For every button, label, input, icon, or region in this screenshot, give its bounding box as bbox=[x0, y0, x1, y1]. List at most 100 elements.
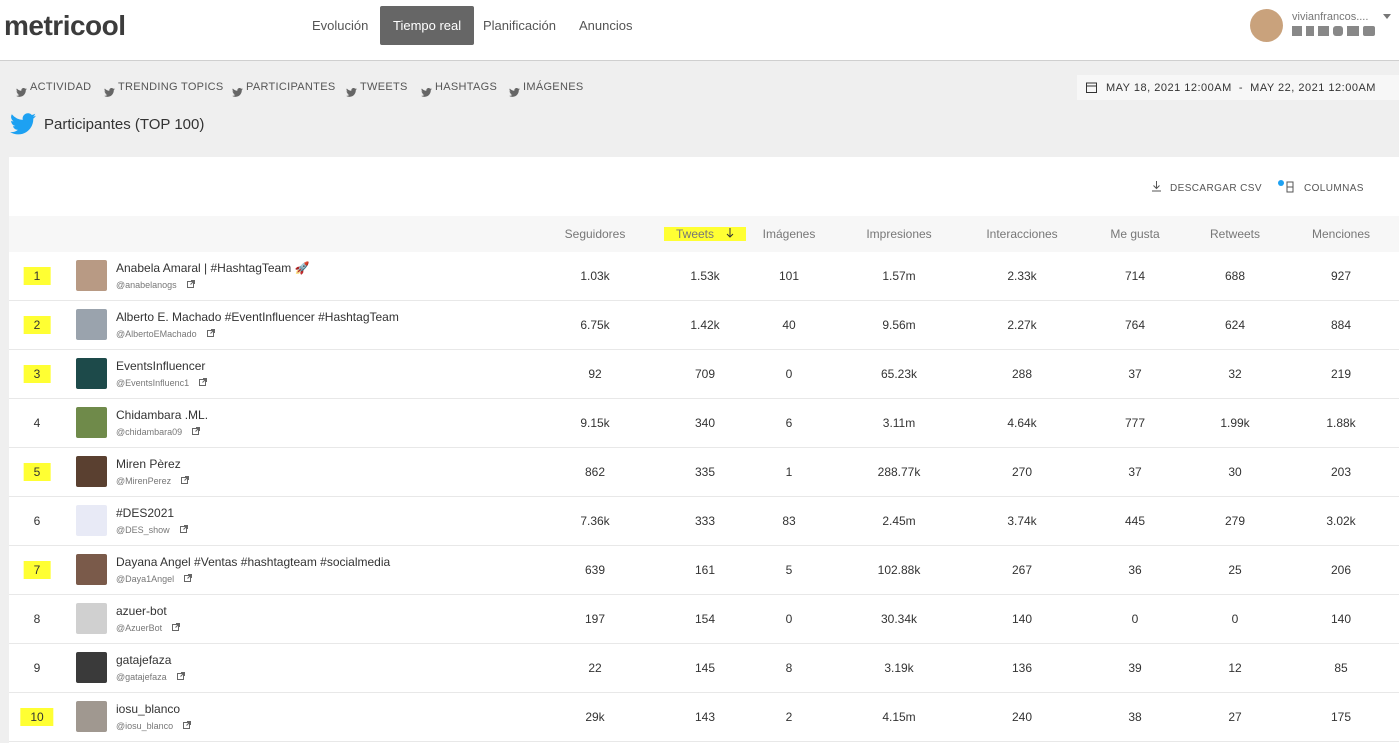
participant-name[interactable]: Dayana Angel #Ventas #hashtagteam #socia… bbox=[116, 555, 391, 569]
external-link-icon[interactable] bbox=[206, 329, 215, 339]
table-cell: 0 bbox=[1131, 612, 1139, 626]
participant-name[interactable]: #DES2021 bbox=[116, 506, 175, 520]
participant-handle[interactable]: @chidambara09 bbox=[116, 427, 201, 437]
table-cell: 6.75k bbox=[580, 318, 610, 332]
table-cell: 2.45m bbox=[882, 514, 916, 528]
table-row bbox=[9, 448, 1399, 497]
download-csv-button[interactable]: DESCARGAR CSV bbox=[1170, 183, 1262, 194]
participant-handle[interactable]: @iosu_blanco bbox=[116, 721, 192, 731]
table-cell: 65.23k bbox=[880, 367, 918, 381]
participant-name[interactable]: Chidambara .ML. bbox=[116, 408, 209, 422]
rank: 9 bbox=[33, 661, 41, 675]
participant-name[interactable]: Miren Pèrez bbox=[116, 457, 181, 471]
avatar bbox=[76, 456, 107, 487]
table-cell: 143 bbox=[694, 710, 716, 724]
column-header[interactable]: Impresiones bbox=[866, 227, 932, 241]
table-cell: 9.15k bbox=[580, 416, 610, 430]
external-link-icon[interactable] bbox=[184, 574, 193, 584]
nav-item[interactable]: Tiempo real bbox=[380, 6, 475, 45]
table-cell: 27 bbox=[1228, 710, 1242, 724]
column-header[interactable]: Menciones bbox=[1311, 227, 1371, 241]
table-cell: 8 bbox=[785, 661, 793, 675]
download-icon bbox=[1152, 181, 1161, 192]
table-cell: 288.77k bbox=[877, 465, 921, 479]
table-cell: 92 bbox=[588, 367, 602, 381]
external-link-icon[interactable] bbox=[172, 623, 181, 633]
participant-name[interactable]: Anabela Amaral | #HashtagTeam 🚀 bbox=[116, 261, 310, 275]
user-name[interactable]: vivianfrancos.... bbox=[1292, 11, 1369, 23]
rank: 8 bbox=[33, 612, 41, 626]
external-link-icon[interactable] bbox=[183, 721, 192, 731]
nav-item[interactable]: Anuncios bbox=[579, 18, 633, 33]
table-cell: 22 bbox=[588, 661, 602, 675]
avatar bbox=[76, 652, 107, 683]
table-cell: 3.11m bbox=[882, 416, 916, 430]
table-cell: 30 bbox=[1228, 465, 1242, 479]
table-cell: 927 bbox=[1330, 269, 1352, 283]
participant-name[interactable]: Alberto E. Machado #EventInfluencer #Has… bbox=[116, 310, 399, 324]
external-link-icon[interactable] bbox=[192, 427, 201, 437]
table-cell: 1.42k bbox=[690, 318, 720, 332]
tab[interactable]: TRENDING TOPICS bbox=[118, 81, 224, 93]
participant-handle[interactable]: @gatajefaza bbox=[116, 672, 185, 682]
table-cell: 85 bbox=[1334, 661, 1348, 675]
columns-button[interactable]: COLUMNAS bbox=[1304, 183, 1364, 194]
logo[interactable]: metricool bbox=[4, 10, 126, 41]
table-cell: 161 bbox=[694, 563, 716, 577]
table-cell: 624 bbox=[1224, 318, 1246, 332]
external-link-icon[interactable] bbox=[179, 525, 188, 535]
avatar bbox=[76, 309, 107, 340]
table-cell: 37 bbox=[1128, 465, 1142, 479]
external-link-icon[interactable] bbox=[176, 672, 185, 682]
date-range[interactable]: MAY 18, 2021 12:00AM - MAY 22, 2021 12:0… bbox=[1106, 82, 1376, 94]
column-header[interactable]: Me gusta bbox=[1110, 227, 1160, 241]
tab[interactable]: PARTICIPANTES bbox=[246, 81, 336, 93]
tab[interactable]: ACTIVIDAD bbox=[30, 81, 92, 93]
nav-item[interactable]: Planificación bbox=[483, 18, 556, 33]
table-cell: 288 bbox=[1011, 367, 1033, 381]
table-cell: 639 bbox=[584, 563, 606, 577]
participant-handle[interactable]: @AzuerBot bbox=[116, 623, 181, 633]
rank: 4 bbox=[33, 416, 41, 430]
external-link-icon[interactable] bbox=[181, 476, 190, 486]
table-cell: 335 bbox=[694, 465, 716, 479]
participant-name[interactable]: EventsInfluencer bbox=[116, 359, 206, 373]
tab[interactable]: HASHTAGS bbox=[435, 81, 498, 93]
table-cell: 6 bbox=[785, 416, 793, 430]
participant-handle[interactable]: @anabelanogs bbox=[116, 280, 195, 290]
table-row bbox=[9, 693, 1399, 742]
table-cell: 0 bbox=[785, 367, 793, 381]
table-cell: 445 bbox=[1124, 514, 1146, 528]
participant-name[interactable]: gatajefaza bbox=[116, 653, 172, 667]
table-cell: 136 bbox=[1011, 661, 1033, 675]
external-link-icon[interactable] bbox=[186, 280, 195, 290]
table-cell: 267 bbox=[1011, 563, 1033, 577]
participant-name[interactable]: iosu_blanco bbox=[116, 702, 181, 716]
user-avatar[interactable] bbox=[1250, 9, 1283, 42]
column-header[interactable]: Seguidores bbox=[564, 227, 626, 241]
external-link-icon[interactable] bbox=[199, 378, 208, 388]
participant-handle[interactable]: @EventsInfluenc1 bbox=[116, 378, 208, 388]
participant-handle[interactable]: @AlbertoEMachado bbox=[116, 329, 215, 339]
date-box[interactable] bbox=[1077, 75, 1399, 100]
column-header[interactable]: Interacciones bbox=[986, 227, 1058, 241]
tab[interactable]: IMÁGENES bbox=[523, 81, 584, 93]
participant-handle[interactable]: @Daya1Angel bbox=[116, 574, 193, 584]
column-header[interactable]: Retweets bbox=[1209, 227, 1261, 241]
participant-handle[interactable]: @DES_show bbox=[116, 525, 188, 535]
table-cell: 3.19k bbox=[884, 661, 914, 675]
tab-twitter-icon bbox=[346, 84, 357, 97]
column-header[interactable]: Imágenes bbox=[762, 227, 816, 241]
table-cell: 12 bbox=[1228, 661, 1242, 675]
user-menu-caret[interactable] bbox=[1383, 14, 1391, 20]
tab[interactable]: TWEETS bbox=[360, 81, 408, 93]
participant-name[interactable]: azuer-bot bbox=[116, 604, 167, 618]
table-cell: 279 bbox=[1224, 514, 1246, 528]
table-cell: 5 bbox=[785, 563, 793, 577]
table-cell: 39 bbox=[1128, 661, 1142, 675]
nav-item[interactable]: Evolución bbox=[312, 18, 369, 33]
column-header[interactable]: Tweets bbox=[663, 227, 747, 241]
participant-handle[interactable]: @MirenPerez bbox=[116, 476, 190, 486]
table-cell: 333 bbox=[694, 514, 716, 528]
table-row bbox=[9, 301, 1399, 350]
